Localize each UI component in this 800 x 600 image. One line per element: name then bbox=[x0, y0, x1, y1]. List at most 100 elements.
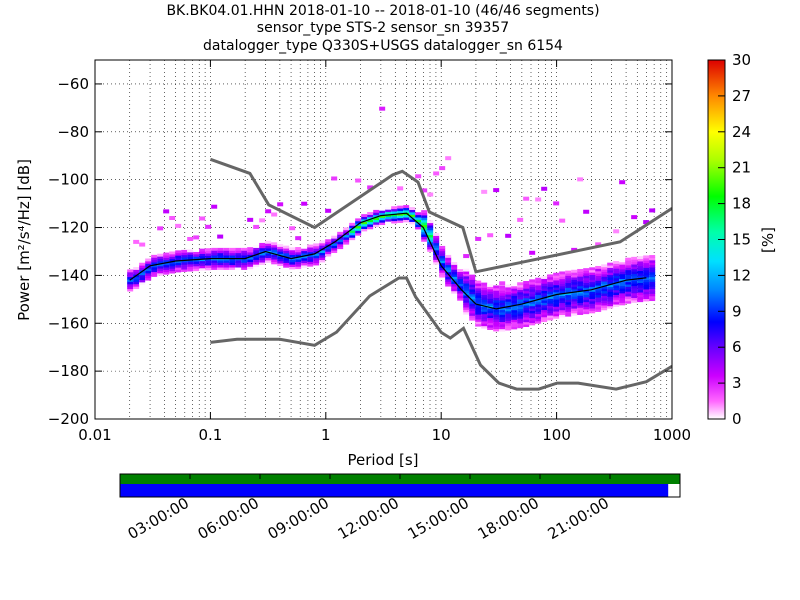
histogram-cell bbox=[631, 287, 638, 291]
histogram-cell bbox=[607, 277, 614, 280]
histogram-cell bbox=[547, 288, 554, 292]
histogram-cell bbox=[439, 262, 446, 266]
histogram-cell bbox=[457, 297, 464, 301]
histogram-cell bbox=[319, 242, 326, 246]
histogram-cell bbox=[211, 204, 218, 209]
histogram-cell bbox=[445, 274, 452, 277]
histogram-cell bbox=[205, 267, 212, 271]
histogram-cell bbox=[313, 243, 320, 247]
histogram-cell bbox=[415, 224, 422, 228]
histogram-cell bbox=[199, 255, 206, 259]
histogram-cell bbox=[163, 262, 170, 266]
histogram-cell bbox=[199, 265, 206, 269]
histogram-cell bbox=[649, 278, 656, 282]
histogram-cell bbox=[181, 254, 188, 258]
histogram-cell bbox=[223, 267, 230, 270]
histogram-cell bbox=[541, 316, 548, 320]
histogram-cell bbox=[535, 306, 542, 310]
y-tick-label: −140 bbox=[48, 266, 89, 284]
histogram-cell bbox=[427, 192, 434, 197]
histogram-cell bbox=[535, 299, 542, 303]
histogram-cell bbox=[523, 314, 530, 318]
histogram-cell bbox=[361, 221, 368, 225]
histogram-cell bbox=[379, 106, 386, 111]
histogram-cell bbox=[529, 305, 536, 309]
histogram-cell bbox=[499, 311, 506, 315]
histogram-cell bbox=[235, 264, 242, 268]
histogram-cell bbox=[373, 214, 380, 218]
histogram-cell bbox=[571, 291, 578, 295]
histogram-cell bbox=[181, 257, 188, 260]
histogram-cell bbox=[499, 281, 506, 286]
histogram-cell bbox=[403, 207, 410, 211]
histogram-cell bbox=[619, 271, 626, 275]
histogram-cell bbox=[541, 292, 548, 296]
histogram-cell bbox=[415, 174, 422, 179]
histogram-cell bbox=[517, 320, 524, 324]
histogram-cell bbox=[475, 318, 482, 322]
histogram-cell bbox=[589, 310, 596, 314]
histogram-cell bbox=[547, 279, 554, 283]
histogram-cell bbox=[313, 245, 320, 249]
histogram-cell bbox=[601, 305, 608, 308]
histogram-cell bbox=[601, 302, 608, 306]
histogram-cell bbox=[517, 308, 524, 312]
histogram-cell bbox=[463, 287, 470, 291]
histogram-cell bbox=[139, 274, 146, 278]
histogram-cell bbox=[565, 270, 572, 274]
histogram-cell bbox=[481, 296, 488, 300]
histogram-cell bbox=[547, 307, 554, 311]
histogram-cell bbox=[451, 290, 458, 294]
histogram-cell bbox=[469, 305, 476, 309]
histogram-cell bbox=[481, 285, 488, 288]
histogram-cell bbox=[445, 283, 452, 287]
histogram-cell bbox=[559, 218, 566, 223]
histogram-cell bbox=[619, 259, 626, 263]
histogram-cell bbox=[421, 224, 428, 228]
histogram-cell bbox=[127, 281, 134, 285]
histogram-cell bbox=[487, 315, 494, 319]
histogram-cell bbox=[565, 280, 572, 284]
histogram-cell bbox=[541, 278, 548, 282]
histogram-cell bbox=[481, 313, 488, 317]
histogram-cell bbox=[415, 214, 422, 218]
histogram-cell bbox=[307, 258, 314, 262]
histogram-cell bbox=[607, 284, 614, 288]
histogram-cell bbox=[427, 227, 434, 231]
x-tick-label: 10 bbox=[432, 426, 451, 444]
histogram-cell bbox=[433, 259, 440, 263]
histogram-cell bbox=[577, 268, 584, 272]
histogram-cell bbox=[163, 271, 170, 275]
histogram-cell bbox=[385, 211, 392, 215]
timeline-tick-label: 21:00:00 bbox=[545, 494, 612, 543]
histogram-cell bbox=[175, 269, 182, 273]
histogram-cell bbox=[289, 254, 296, 258]
histogram-cell bbox=[463, 254, 470, 259]
histogram-cell bbox=[499, 299, 506, 303]
histogram-cell bbox=[259, 262, 266, 265]
histogram-cell bbox=[169, 216, 176, 221]
histogram-cell bbox=[559, 285, 566, 289]
histogram-cell bbox=[481, 308, 488, 312]
histogram-cell bbox=[445, 266, 452, 270]
histogram-cell bbox=[517, 291, 524, 295]
histogram-cell bbox=[499, 292, 506, 296]
histogram-cell bbox=[517, 318, 524, 322]
histogram-cell bbox=[253, 224, 260, 229]
histogram-cell bbox=[373, 209, 380, 213]
histogram-cell bbox=[457, 283, 464, 287]
histogram-cell bbox=[397, 210, 404, 214]
histogram-cell bbox=[157, 270, 164, 274]
histogram-cell bbox=[331, 235, 338, 239]
y-axis-ticks: −60 −80 −100 −120 −140 −160 −180 −200 bbox=[48, 75, 672, 428]
histogram-cell bbox=[181, 264, 188, 268]
histogram-cell bbox=[133, 269, 140, 273]
histogram-cell bbox=[469, 300, 476, 304]
histogram-cell bbox=[589, 272, 596, 276]
histogram-cell bbox=[547, 310, 554, 314]
histogram-cell bbox=[439, 269, 446, 273]
x-tick-label: 1 bbox=[321, 426, 331, 444]
histogram-cell bbox=[505, 286, 512, 290]
histogram-cell bbox=[487, 291, 494, 295]
histogram-cell bbox=[523, 309, 530, 313]
